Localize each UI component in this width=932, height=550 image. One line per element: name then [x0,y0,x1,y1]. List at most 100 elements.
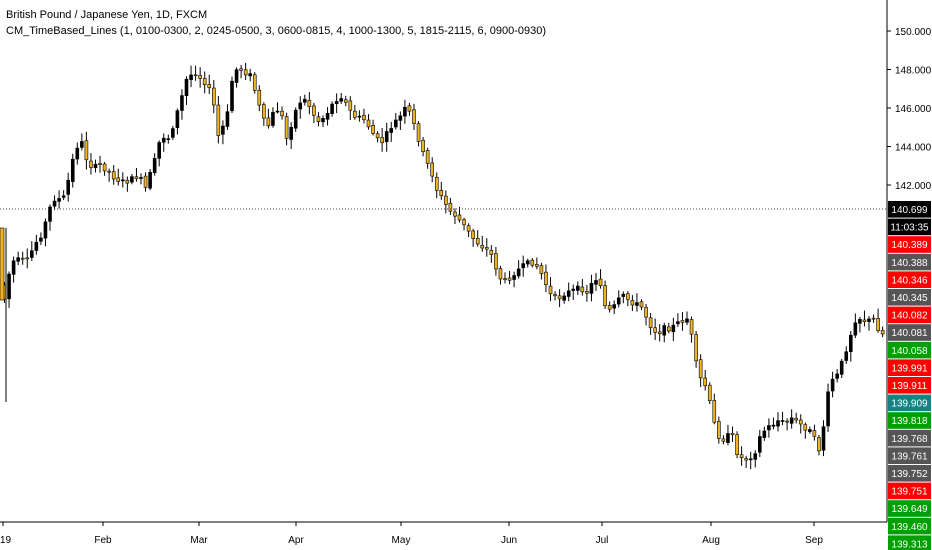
candle-body [571,288,576,291]
candle-body [744,458,748,461]
candle-body [607,305,612,310]
candle-body [753,453,758,460]
candle-body [598,278,603,287]
price-label-box [888,377,931,394]
candle-body [125,180,130,184]
candle-body [366,119,371,128]
price-label-text: 140.346 [891,275,928,286]
candle-body [776,420,780,427]
price-label-text: 140.699 [891,205,928,216]
candle-body [739,454,744,458]
candle-body [653,327,657,333]
candle-body [507,277,512,281]
candle-body [503,278,507,280]
candle-body [430,162,435,177]
candle-body [494,253,498,270]
candle-body [839,360,844,375]
price-label-text: 140.345 [891,293,928,304]
candle-body [676,321,680,325]
candle-body [730,432,735,436]
candle-body [721,438,726,442]
price-label-box [888,324,931,341]
candle-body [757,436,762,453]
price-label-text: 139.761 [891,451,928,462]
candle-body [284,116,289,139]
candle-body [107,170,111,173]
candle-body [412,109,416,124]
candle-body [93,163,98,168]
candle-body [184,78,189,96]
candle-body [471,230,475,239]
price-label-text: 140.388 [891,258,928,269]
candle-body [762,430,767,438]
price-label-text: 139.909 [891,399,928,410]
candle-body [198,75,202,79]
candle-body [102,163,107,172]
y-tick-label: 150.000 [895,27,932,38]
candle-body [862,319,867,322]
price-label-text: 139.313 [891,539,928,550]
candle-body [589,282,594,294]
candle-body [7,273,11,300]
candle-body [812,430,817,437]
candle-body [348,100,353,111]
candle-body [789,417,794,424]
candle-body [152,158,157,174]
candle-body [389,128,394,133]
candle-body [712,400,717,423]
candle-body [29,250,34,258]
candle-body [871,317,876,320]
candle-body [25,257,30,260]
candle-body [444,195,448,205]
x-tick-label: 19 [0,535,12,546]
candle-body [80,141,84,148]
candle-body [248,73,252,77]
candle-body [39,237,43,242]
candle-body [771,424,776,427]
candle-body [657,331,662,335]
candle-body [580,286,585,293]
candle-body [803,424,808,431]
candle-body [848,334,853,352]
candle-body [448,202,453,212]
candle-body [680,320,685,323]
price-label-box [888,535,931,550]
candle-body [876,318,880,332]
candle-body [212,87,216,106]
candle-body [384,131,389,143]
candle-body [585,291,589,294]
candle-body [11,260,16,275]
candle-body [439,189,444,197]
price-label-box [888,253,931,271]
candle-body [134,176,139,179]
candle-body [121,179,125,182]
price-label-text: 139.768 [891,434,928,445]
candle-body [703,377,708,387]
candle-body [707,384,712,401]
candle-body [830,378,835,392]
candle-body [98,163,102,165]
candle-body [644,307,648,318]
candle-body [325,113,330,120]
price-label-box [888,482,931,500]
x-tick-label: Mar [190,535,208,546]
price-label-text: 139.752 [891,469,928,480]
candle-body [148,172,152,189]
candle-body [312,105,316,116]
candle-body [298,102,303,110]
y-tick-label: 142.000 [895,181,932,192]
candle-body [466,225,471,232]
x-tick-label: Jun [501,535,517,546]
candle-body [794,417,799,421]
candle-body [380,137,384,144]
candle-body [216,104,221,136]
candle-body [594,280,598,285]
candle-body [626,293,630,300]
candle-body [694,334,698,362]
candle-body [271,112,275,126]
candle-body [616,297,621,305]
price-label-text: 139.751 [891,487,928,498]
candle-body [535,264,539,267]
candle-body [180,95,184,111]
